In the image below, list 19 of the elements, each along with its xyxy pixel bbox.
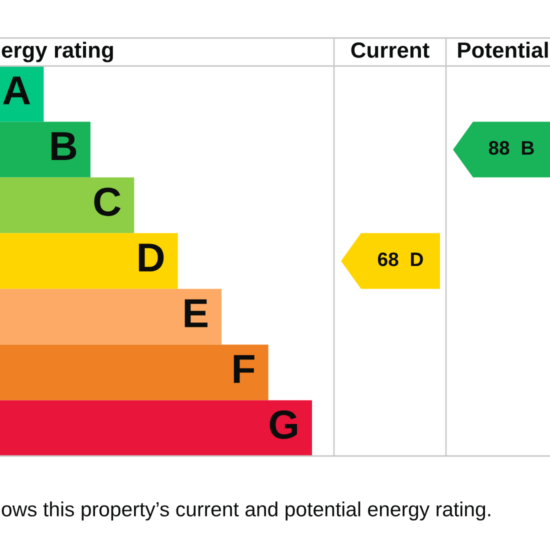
chart-title: Potential xyxy=(458,42,548,58)
data-label: 88 B xyxy=(488,141,534,155)
data-label: 68 D xyxy=(378,252,423,266)
y-tick-label: C xyxy=(94,188,121,216)
y-tick-label: B xyxy=(52,132,76,160)
bar xyxy=(0,344,268,400)
bar xyxy=(0,122,90,178)
bar xyxy=(0,233,178,289)
y-tick-label: F xyxy=(234,355,254,383)
y-tick-label: D xyxy=(138,244,164,272)
y-tick-label: E xyxy=(184,299,208,328)
chart-title: ergy rating xyxy=(2,42,113,62)
bar xyxy=(0,177,134,234)
y-tick-label: A xyxy=(3,76,30,104)
text: ows this property’s current and potential energy rating. xyxy=(2,501,490,521)
y-tick-label: G xyxy=(270,410,297,439)
bar xyxy=(0,400,312,456)
bar xyxy=(0,288,222,345)
chart-title: Current xyxy=(351,42,430,58)
